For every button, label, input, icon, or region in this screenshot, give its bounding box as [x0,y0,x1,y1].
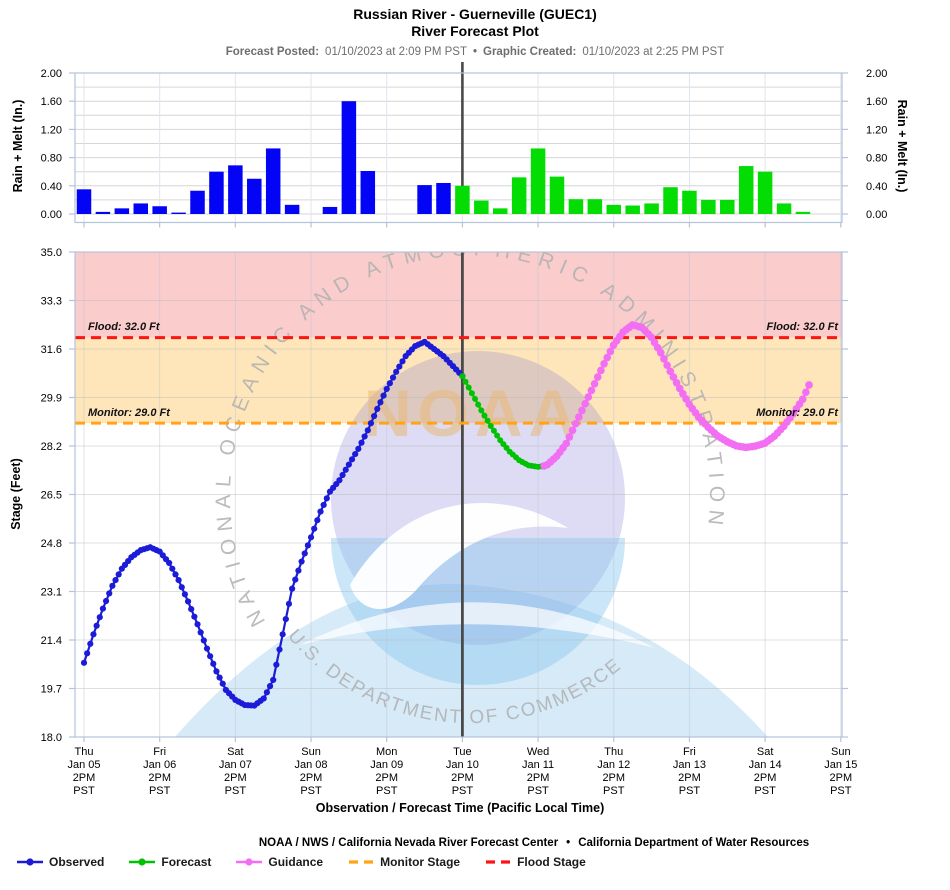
forecast-rain-bars [455,148,811,214]
legend-label: Observed [49,855,105,869]
svg-text:2.00: 2.00 [866,68,887,80]
svg-text:35.0: 35.0 [41,247,62,259]
svg-text:2.00: 2.00 [41,68,62,80]
monitor-band [75,337,842,424]
svg-text:0.80: 0.80 [866,153,887,165]
date-tick-label: Thu Jan 12 2PM PST [597,746,630,797]
monitor-stage-label-right: Monitor: 29.0 Ft [756,407,838,419]
legend-item-flood-stage: Flood Stage [484,855,586,869]
posted-value: 01/10/2023 at 2:09 PM PST [325,46,467,58]
svg-text:0.40: 0.40 [866,181,887,193]
flood-band [75,252,842,338]
legend-label: Forecast [161,855,212,869]
footer-credits: NOAA / NWS / California Nevada River For… [0,837,950,849]
svg-text:33.3: 33.3 [41,296,62,308]
legend-marker-icon [129,858,156,866]
x-axis-title: Observation / Forecast Time (Pacific Loc… [315,801,605,815]
svg-text:1.20: 1.20 [866,124,887,136]
svg-text:26.5: 26.5 [41,490,62,502]
svg-text:23.1: 23.1 [41,587,62,599]
svg-text:21.4: 21.4 [41,635,62,647]
date-tick-label: Sun Jan 15 2PM PST [824,746,857,797]
svg-text:28.2: 28.2 [41,441,62,453]
date-tick-label: Sat Jan 07 2PM PST [219,746,252,797]
date-tick-label: Thu Jan 05 2PM PST [67,746,100,797]
rain-axis-title-left: Rain + Melt (In.) [11,99,25,193]
legend-item-forecast: Forecast [128,855,211,869]
svg-text:1.60: 1.60 [866,96,887,108]
legend-label: Guidance [268,855,324,869]
guidance-series [540,321,813,470]
legend-item-guidance: Guidance [235,855,323,869]
svg-text:0.00: 0.00 [866,209,887,221]
date-tick-label: Tue Jan 10 2PM PST [446,746,479,797]
page-title: Russian River - Guerneville (GUEC1) [353,6,597,22]
chart-legend: Observed Forecast Guidance Monitor Stage Flo… [16,855,586,869]
date-tick-label: Sat Jan 14 2PM PST [749,746,782,797]
svg-text:19.7: 19.7 [41,684,62,696]
monitor-stage-label-left: Monitor: 29.0 Ft [88,407,170,419]
forecast-timestamps: Forecast Posted: 01/10/2023 at 2:09 PM PS… [0,46,950,58]
legend-marker-icon [17,858,43,866]
flood-stage-label-left: Flood: 32.0 Ft [88,321,160,333]
created-label: Graphic Created: [483,46,577,58]
date-tick-label: Mon Jan 09 2PM PST [370,746,403,797]
date-tick-label: Fri Jan 06 2PM PST [143,746,176,797]
observed-rain-bars [76,101,451,214]
date-tick-label: Sun Jan 08 2PM PST [295,746,328,797]
observed-series [80,338,466,709]
svg-text:0.00: 0.00 [41,209,62,221]
rain-chart: 0.00 0.00 0.40 0.40 0.80 0.80 1.20 1.20 1.60 1.60… [41,62,887,228]
legend-item-observed: Observed [16,855,104,869]
legend-label: Flood Stage [517,855,586,869]
river-forecast-plot-svg: 0.00 0.00 0.40 0.40 0.80 0.80 1.20 1.20 1.60 1.60… [41,62,887,797]
flood-stage-label-right: Flood: 32.0 Ft [766,321,839,333]
rain-axis-title-right: Rain + Melt (In.) [895,99,909,193]
date-tick-label: Wed Jan 11 2PM PST [522,746,554,797]
stage-axis-title: Stage (Feet) [9,458,23,530]
svg-text:24.8: 24.8 [41,538,62,550]
date-tick-label: Fri Jan 13 2PM PST [673,746,706,797]
legend-marker-icon [349,860,374,864]
page-subtitle-plot: River Forecast Plot [411,23,539,39]
legend-item-monitor-stage: Monitor Stage [347,855,460,869]
svg-text:31.6: 31.6 [41,344,62,356]
forecast-series [459,373,545,470]
svg-text:18.0: 18.0 [41,732,62,744]
svg-text:0.80: 0.80 [41,153,62,165]
legend-label: Monitor Stage [380,855,461,869]
svg-text:1.20: 1.20 [41,124,62,136]
footer-bullet: • [566,837,571,849]
footer-credit-left: NOAA / NWS / California Nevada River For… [258,837,559,849]
svg-text:NOAA: NOAA [364,376,582,450]
legend-marker-icon [486,860,511,864]
timestamp-separator: • [472,46,478,58]
svg-text:1.60: 1.60 [41,96,62,108]
created-value: 01/10/2023 at 2:25 PM PST [582,46,725,58]
legend-marker-icon [236,858,263,866]
svg-text:0.40: 0.40 [41,181,62,193]
posted-label: Forecast Posted: [225,46,320,58]
footer-credit-right: California Department of Water Resources [578,837,810,849]
svg-text:29.9: 29.9 [41,393,62,405]
